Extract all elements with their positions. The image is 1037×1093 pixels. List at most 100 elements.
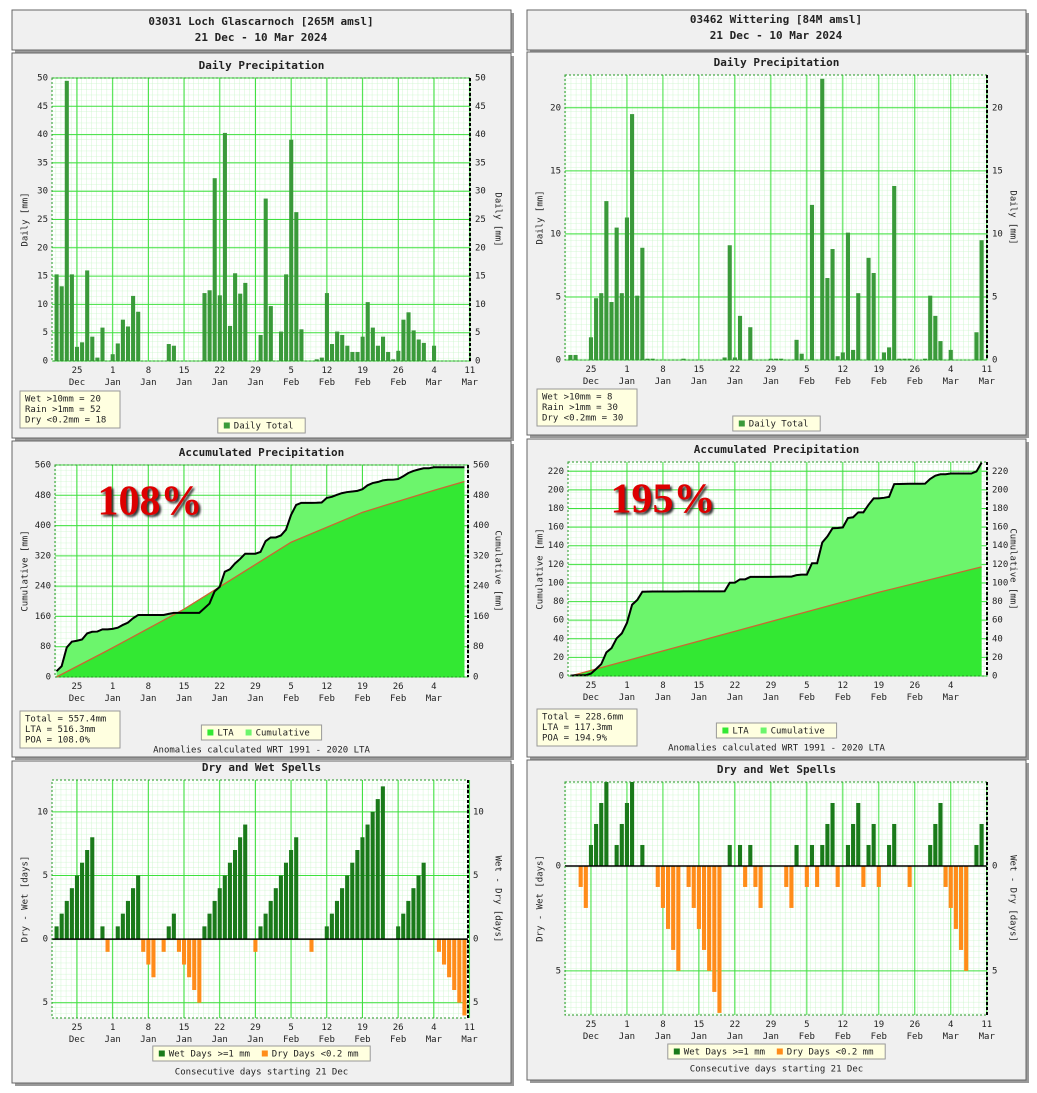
y2-tick-label: 10 bbox=[475, 300, 486, 310]
x-tick-label: 26 Feb bbox=[907, 365, 923, 387]
bar bbox=[110, 354, 115, 361]
y2-tick-label: 80 bbox=[992, 597, 1003, 607]
plot-frame bbox=[564, 781, 988, 1016]
plot-frame bbox=[51, 77, 471, 362]
bar bbox=[166, 344, 171, 361]
y2-tick-label: 0 bbox=[992, 672, 997, 682]
bar bbox=[851, 349, 856, 360]
bar bbox=[588, 337, 594, 360]
bar bbox=[851, 823, 856, 866]
bar bbox=[599, 293, 604, 360]
bar bbox=[85, 850, 90, 940]
stats-line: Total = 557.4mm bbox=[25, 715, 106, 725]
x-tick-label: 26 Feb bbox=[390, 366, 406, 388]
y2-tick-label: 5 bbox=[473, 998, 478, 1008]
bar bbox=[289, 850, 294, 940]
bar bbox=[401, 319, 406, 361]
x-tick-label: 25 Dec bbox=[69, 366, 85, 388]
y2-tick-label: 220 bbox=[992, 467, 1008, 477]
bar bbox=[845, 232, 851, 360]
y-tick-label: 45 bbox=[37, 102, 48, 112]
bar bbox=[391, 359, 396, 361]
bar bbox=[789, 865, 794, 908]
bar bbox=[727, 844, 732, 866]
y2-tick-label: 5 bbox=[475, 328, 480, 338]
bar bbox=[309, 939, 314, 952]
bar bbox=[125, 900, 130, 940]
bar bbox=[171, 913, 176, 940]
bar bbox=[380, 786, 385, 940]
y-tick-label: 0 bbox=[556, 861, 561, 871]
legend-swatch bbox=[738, 420, 745, 427]
bar bbox=[197, 939, 202, 1003]
x-tick-label: 19 Feb bbox=[354, 1023, 370, 1045]
bar bbox=[238, 293, 243, 361]
y2-tick-label: 40 bbox=[475, 130, 486, 140]
bar bbox=[753, 865, 758, 887]
bar bbox=[115, 926, 120, 940]
bar bbox=[283, 862, 289, 940]
stats-box bbox=[19, 710, 121, 749]
x-tick-label: 4 Mar bbox=[426, 366, 443, 388]
y-axis-label: Daily [mm] bbox=[536, 190, 546, 244]
bar bbox=[59, 286, 64, 361]
x-tick-label: 11 Mar bbox=[462, 366, 479, 388]
x-tick-label: 15 Jan bbox=[691, 365, 707, 387]
bar bbox=[748, 327, 753, 360]
stats-line: POA = 108.0% bbox=[25, 736, 91, 746]
bar bbox=[131, 888, 136, 940]
y2-tick-label: 25 bbox=[475, 215, 486, 225]
bar bbox=[217, 888, 222, 940]
y2-tick-label: 0 bbox=[992, 356, 997, 366]
bar bbox=[624, 217, 629, 360]
bar bbox=[217, 295, 222, 361]
x-tick-label: 22 Jan bbox=[727, 681, 743, 703]
bar bbox=[907, 358, 912, 360]
bar bbox=[614, 227, 619, 360]
bar bbox=[80, 342, 85, 361]
y2-axis-label: Daily [mm] bbox=[493, 192, 503, 246]
line bbox=[56, 480, 465, 678]
x-tick-label: 5 Feb bbox=[283, 682, 299, 704]
legend-swatch bbox=[673, 1048, 680, 1055]
chart-title: Dry and Wet Spells bbox=[717, 763, 836, 776]
bar bbox=[727, 245, 732, 360]
bar bbox=[835, 865, 840, 887]
x-tick-label: 22 Jan bbox=[212, 366, 228, 388]
stats-line: POA = 194.9% bbox=[542, 734, 608, 744]
bar bbox=[406, 312, 411, 361]
bar bbox=[804, 865, 809, 887]
bar bbox=[619, 823, 624, 866]
bar bbox=[64, 900, 69, 940]
bar bbox=[938, 341, 943, 360]
bar bbox=[232, 850, 238, 940]
bar bbox=[820, 78, 825, 360]
bar bbox=[892, 823, 897, 866]
bar bbox=[166, 926, 171, 940]
y2-tick-label: 180 bbox=[992, 504, 1008, 514]
y2-tick-label: 15 bbox=[475, 272, 486, 282]
bar bbox=[737, 844, 743, 866]
bar bbox=[881, 352, 886, 360]
bar bbox=[380, 336, 386, 361]
bar bbox=[294, 212, 299, 361]
bar bbox=[933, 823, 938, 866]
bar bbox=[212, 178, 217, 361]
y2-tick-label: 5 bbox=[473, 871, 478, 881]
bar bbox=[640, 844, 645, 866]
x-tick-label: 19 Feb bbox=[871, 365, 887, 387]
bar bbox=[666, 865, 671, 929]
chart-title: Accumulated Precipitation bbox=[179, 446, 345, 459]
bar bbox=[207, 913, 212, 940]
bar bbox=[748, 844, 753, 866]
bar bbox=[54, 926, 59, 940]
y-tick-label: 50 bbox=[37, 74, 48, 84]
y-tick-label: 120 bbox=[548, 560, 564, 570]
y-tick-label: 140 bbox=[548, 541, 564, 551]
x-tick-label: 1 Jan bbox=[619, 681, 635, 703]
bar bbox=[650, 358, 655, 360]
legend-swatch bbox=[223, 422, 230, 429]
y2-tick-label: 160 bbox=[473, 612, 489, 622]
x-tick-label: 26 Feb bbox=[390, 1023, 406, 1045]
